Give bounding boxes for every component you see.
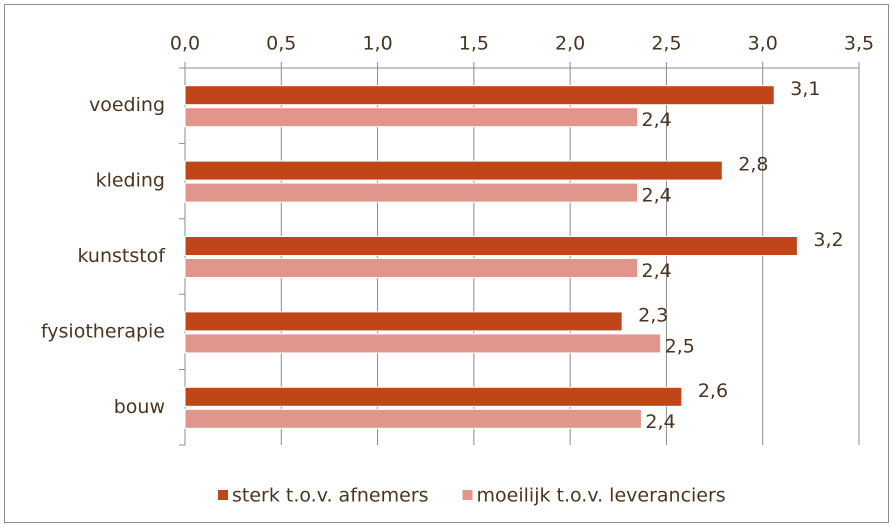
value-label: 2,6 <box>698 380 728 402</box>
x-tick-label: 0,0 <box>170 33 200 55</box>
x-tick-label: 2,5 <box>651 33 681 55</box>
x-tick-label: 0,5 <box>266 33 296 55</box>
value-label: 2,4 <box>642 185 672 207</box>
value-label: 3,1 <box>790 78 820 100</box>
bar <box>184 236 798 256</box>
value-label: 2,8 <box>738 154 768 176</box>
bar <box>184 311 623 332</box>
x-tick-label: 1,0 <box>362 33 392 55</box>
bar <box>184 386 683 407</box>
bar <box>184 408 642 429</box>
bar <box>184 107 639 128</box>
y-tick-label: voeding <box>89 94 165 116</box>
bar <box>184 85 775 106</box>
x-tick-label: 1,5 <box>459 33 489 55</box>
bar <box>184 160 723 181</box>
legend-label: sterk t.o.v. afnemers <box>232 485 429 507</box>
x-tick-label: 3,5 <box>844 33 874 55</box>
bar <box>184 182 639 203</box>
legend-swatch <box>462 490 473 500</box>
legend-label: moeilijk t.o.v. leveranciers <box>477 485 726 507</box>
value-label: 2,3 <box>638 304 668 326</box>
value-label: 2,5 <box>665 335 695 357</box>
y-tick-label: bouw <box>114 396 165 418</box>
y-tick-label: kleding <box>96 170 165 192</box>
value-label: 2,4 <box>642 260 672 282</box>
x-tick-label: 3,0 <box>748 33 778 55</box>
x-tick-label: 2,0 <box>555 33 585 55</box>
value-label: 2,4 <box>645 411 675 433</box>
y-tick-label: kunststof <box>77 245 166 267</box>
y-tick-label: fysiotherapie <box>41 320 165 342</box>
bar <box>184 258 639 278</box>
legend-swatch <box>218 490 228 500</box>
value-label: 3,2 <box>813 229 843 251</box>
bar <box>184 333 662 354</box>
value-label: 2,4 <box>642 109 672 131</box>
